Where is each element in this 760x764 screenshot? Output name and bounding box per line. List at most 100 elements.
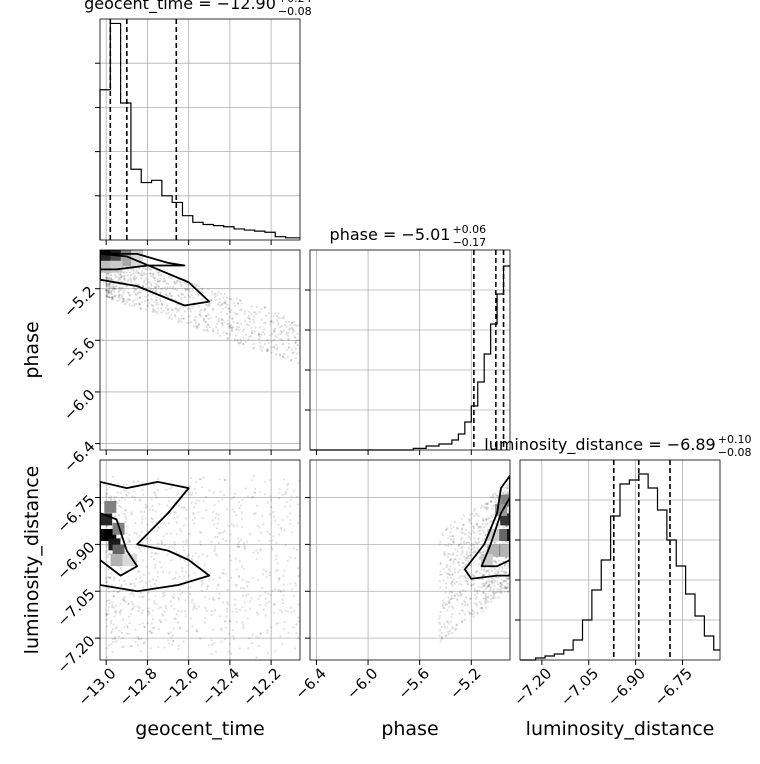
- sample-point: [297, 620, 300, 623]
- sample-point: [191, 289, 194, 292]
- sample-point: [105, 577, 108, 580]
- sample-point: [132, 490, 135, 493]
- sample-point: [107, 612, 110, 615]
- sample-point: [190, 617, 193, 620]
- sample-point: [169, 600, 172, 603]
- sample-point: [507, 541, 510, 544]
- sample-point: [461, 620, 464, 623]
- sample-point: [300, 335, 302, 337]
- sample-point: [227, 579, 230, 582]
- sample-point: [142, 559, 145, 562]
- sample-point: [269, 495, 272, 498]
- sample-point: [147, 613, 150, 616]
- sample-point: [195, 560, 198, 564]
- sample-point: [271, 589, 274, 592]
- sample-point: [473, 583, 476, 586]
- sample-point: [108, 291, 111, 295]
- sample-point: [487, 584, 490, 587]
- sample-point: [238, 506, 241, 510]
- sample-point: [502, 526, 505, 529]
- sample-point: [275, 622, 278, 625]
- sample-point: [171, 308, 174, 311]
- sample-point: [134, 293, 138, 297]
- sample-point: [287, 346, 290, 349]
- sample-point: [193, 283, 196, 286]
- sample-point: [108, 602, 111, 605]
- sample-point: [112, 589, 115, 593]
- sample-point: [173, 287, 176, 291]
- sample-point: [272, 611, 275, 614]
- sample-point: [105, 618, 108, 621]
- sample-point: [476, 569, 479, 572]
- sample-point: [232, 638, 236, 641]
- sample-point: [491, 597, 494, 600]
- sample-point: [485, 599, 488, 602]
- sample-point: [461, 528, 464, 531]
- sample-point: [203, 621, 207, 624]
- title-upper-error: +0.10: [718, 433, 752, 446]
- sample-point: [209, 317, 212, 320]
- sample-point: [443, 625, 447, 628]
- sample-point: [150, 551, 154, 554]
- sample-point: [213, 523, 216, 526]
- sample-point: [154, 510, 157, 513]
- sample-point: [446, 527, 449, 530]
- sample-point: [471, 609, 474, 612]
- sample-point: [144, 268, 147, 271]
- sample-point: [131, 592, 135, 596]
- tick-label-x: −7.05: [557, 664, 602, 709]
- sample-point: [127, 603, 130, 606]
- sample-point: [503, 564, 506, 567]
- sample-point: [493, 560, 496, 563]
- sample-point: [466, 556, 470, 559]
- sample-point: [460, 517, 463, 520]
- sample-point: [273, 338, 276, 341]
- sample-point: [234, 304, 237, 307]
- sample-point: [237, 545, 240, 548]
- sample-point: [195, 630, 198, 633]
- sample-point: [489, 594, 493, 597]
- sample-point: [248, 600, 251, 603]
- sample-point: [220, 318, 223, 322]
- sample-point: [282, 317, 285, 320]
- sample-point: [170, 318, 173, 321]
- sample-point: [215, 316, 218, 319]
- sample-point: [486, 502, 489, 506]
- sample-point: [139, 498, 142, 501]
- sample-point: [126, 625, 129, 628]
- sample-point: [163, 543, 167, 547]
- sample-point: [127, 291, 130, 294]
- sample-point: [503, 587, 507, 590]
- sample-point: [135, 532, 139, 535]
- sample-point: [242, 624, 245, 627]
- sample-point: [289, 327, 292, 331]
- sample-point: [132, 277, 135, 280]
- sample-point: [110, 278, 113, 281]
- sample-point: [147, 298, 150, 302]
- sample-point: [225, 615, 228, 618]
- sample-point: [150, 555, 153, 558]
- sample-point: [195, 327, 198, 330]
- sample-point: [451, 584, 454, 587]
- sample-point: [241, 498, 244, 502]
- sample-point: [259, 549, 262, 552]
- sample-point: [130, 591, 134, 594]
- sample-point: [469, 518, 472, 521]
- sample-point: [157, 526, 160, 529]
- tick-label-x: −5.2: [446, 664, 484, 702]
- sample-point: [301, 546, 303, 548]
- sample-point: [200, 579, 203, 583]
- sample-point: [478, 557, 481, 560]
- sample-point: [177, 504, 181, 507]
- sample-point: [106, 295, 109, 298]
- sample-point: [251, 329, 254, 332]
- sample-point: [229, 326, 232, 329]
- sample-point: [474, 542, 478, 545]
- sample-point: [139, 510, 143, 513]
- sample-point: [502, 486, 505, 489]
- sample-point: [128, 539, 131, 542]
- sample-point: [119, 566, 122, 569]
- sample-point: [277, 589, 280, 592]
- sample-point: [227, 322, 230, 325]
- sample-point: [153, 582, 157, 586]
